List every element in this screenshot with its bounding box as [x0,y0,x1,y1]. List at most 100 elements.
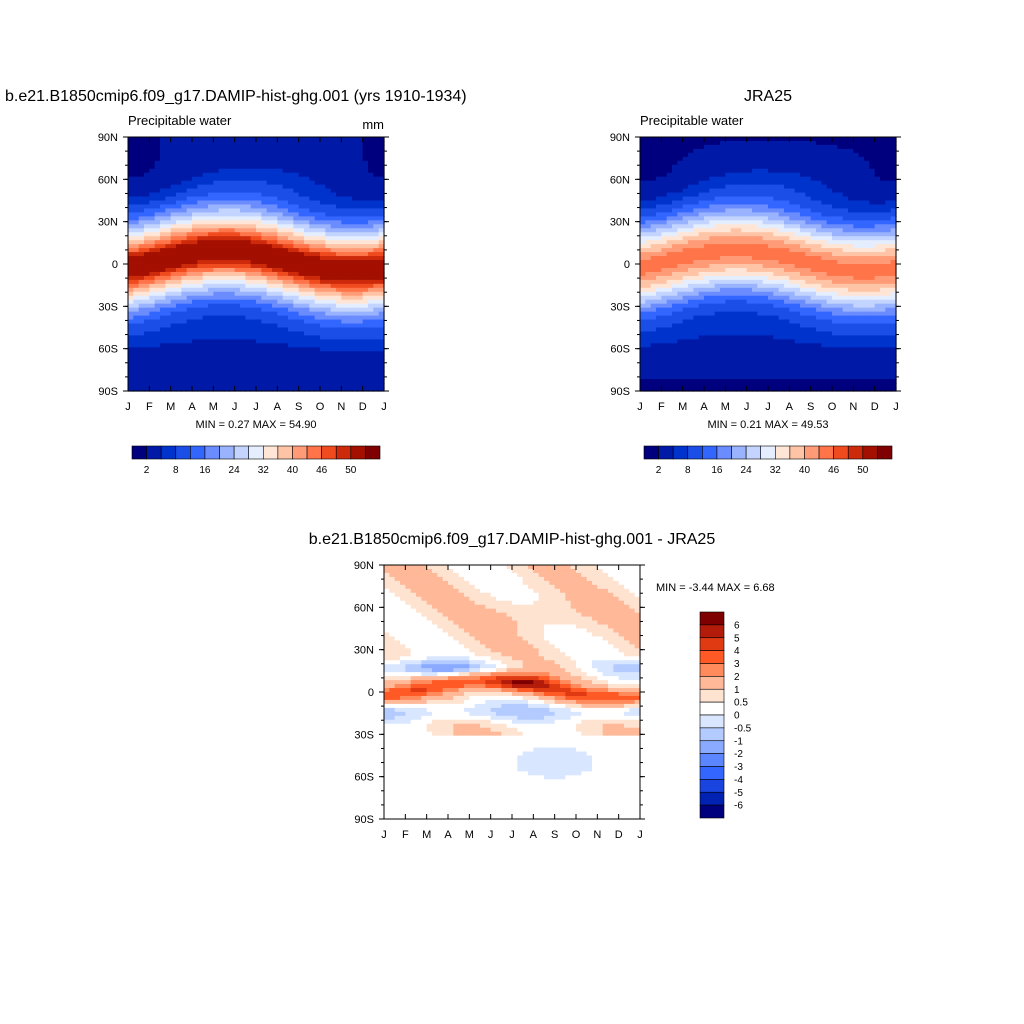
field-cell [725,176,732,182]
field-cell [346,387,353,392]
field-cell [362,379,369,384]
field-cell [346,192,353,198]
field-cell [144,295,150,301]
field-cell [224,363,230,368]
field-cell [656,204,662,210]
field-cell [378,156,385,162]
field-cell [693,240,700,245]
field-cell [666,168,673,174]
field-cell [650,264,657,269]
field-cell [357,240,364,245]
field-cell [128,208,134,214]
field-cell [256,307,262,313]
field-cell [848,279,854,285]
field-cell [810,144,817,150]
field-cell [656,220,662,225]
field-cell [842,228,849,233]
field-cell [848,212,854,217]
field-cell [725,256,732,261]
field-cell [837,256,844,261]
field-cell [773,152,780,158]
field-cell [288,283,294,289]
field-cell [149,244,156,249]
field-cell [250,264,257,269]
field-cell [325,172,332,178]
field-cell [672,180,678,186]
field-cell [853,164,860,170]
field-cell [128,228,134,233]
field-cell [298,299,305,305]
field-cell [309,172,316,178]
field-cell [378,279,385,285]
field-cell [170,244,177,249]
field-cell [128,164,134,170]
field-cell [272,283,278,289]
field-cell [144,375,150,380]
field-cell [373,144,380,150]
field-cell [837,236,844,241]
field-cell [256,260,262,265]
field-cell [714,252,721,257]
field-cell [341,176,348,182]
field-cell [672,204,678,210]
field-cell [784,264,790,269]
field-cell [240,295,246,301]
field-cell [330,152,337,158]
field-cell [261,287,268,293]
field-cell [160,212,166,217]
field-cell [320,264,326,269]
field-cell [314,359,321,364]
field-cell [293,335,300,341]
field-cell [816,164,822,170]
field-cell [885,204,892,210]
field-cell [165,232,172,237]
field-cell [245,287,252,293]
field-cell [298,335,305,341]
field-cell [352,148,358,154]
field-cell [688,160,694,166]
field-cell [373,375,380,380]
field-cell [314,264,321,269]
field-cell [229,184,236,190]
field-cell [880,212,886,217]
field-cell [341,200,348,206]
field-cell [197,148,204,154]
field-cell [282,204,289,210]
field-cell [341,212,348,217]
field-cell [784,244,790,249]
field-cell [880,137,886,142]
field-cell [266,232,273,237]
field-cell [720,232,726,237]
field-cell [133,256,140,261]
field-cell [314,180,321,186]
field-cell [261,252,268,257]
field-cell [720,152,726,158]
field-cell [266,248,273,253]
field-cell [880,176,886,182]
field-cell [789,164,796,170]
field-cell [352,287,358,293]
field-cell [186,212,193,217]
field-cell [837,275,844,281]
field-cell [352,327,358,333]
field-cell [848,224,854,229]
field-cell [640,176,646,182]
field-cell [282,359,289,364]
field-cell [341,137,348,142]
field-cell [832,180,838,186]
field-cell [341,244,348,249]
field-cell [832,168,838,174]
field-cell [218,351,225,356]
field-cell [837,144,844,150]
field-cell [661,200,668,206]
field-cell [186,188,193,194]
field-cell [816,144,822,150]
field-cell [208,267,214,273]
field-cell [357,267,364,273]
field-cell [837,152,844,158]
field-cell [304,363,310,368]
field-cell [821,228,828,233]
field-cell [650,224,657,229]
field-cell [373,343,380,348]
field-cell [378,248,385,253]
